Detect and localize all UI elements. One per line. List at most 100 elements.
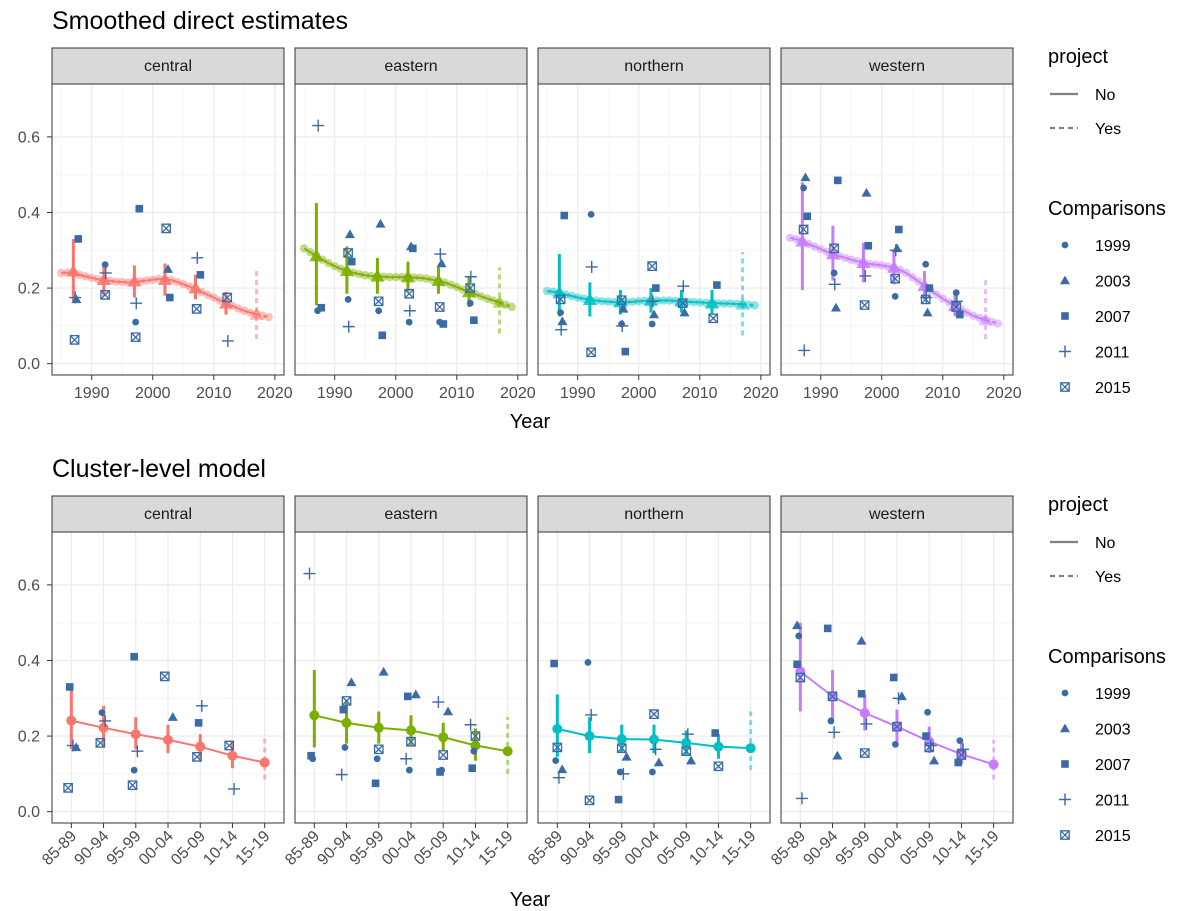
- smoothed-point: [751, 301, 759, 309]
- comparison-point-2007: [348, 258, 356, 266]
- x-tick-label: 2010: [682, 385, 718, 402]
- x-tick-label: 00-04: [379, 828, 420, 869]
- legend-comparisons-label: 2007: [1095, 757, 1131, 774]
- x-axis-title: Year: [510, 411, 551, 433]
- comparison-point-1999: [585, 659, 592, 666]
- x-tick-label: 15-19: [719, 828, 760, 869]
- comparison-point-2007: [136, 205, 144, 213]
- comparison-point-1999: [649, 321, 656, 328]
- facet-strip-label: northern: [624, 58, 684, 75]
- x-tick-label: 2010: [196, 385, 232, 402]
- comparison-point-2007: [711, 729, 719, 737]
- comparison-point-2007: [858, 690, 866, 698]
- x-tick-label: 2000: [621, 385, 657, 402]
- x-tick-label: 00-04: [136, 828, 177, 869]
- estimate-point: [227, 751, 237, 761]
- estimate-point: [860, 708, 870, 718]
- comparison-point-1999: [922, 261, 929, 268]
- chart-title: Cluster-level model: [52, 455, 266, 483]
- facet-strip-label: northern: [624, 506, 684, 523]
- x-tick-label: 1990: [74, 385, 110, 402]
- comparison-point-2007: [824, 625, 832, 633]
- comparison-point-2007: [197, 271, 205, 279]
- estimate-point: [746, 743, 756, 753]
- x-tick-label: 2020: [257, 385, 293, 402]
- x-tick-label: 90-94: [314, 828, 355, 869]
- legend-comparisons-label: 2007: [1095, 309, 1131, 326]
- comparison-point-2007: [865, 242, 873, 250]
- x-tick-label: 15-19: [476, 828, 517, 869]
- x-tick-label: 2020: [743, 385, 779, 402]
- legend-shape-circle-icon: [1062, 242, 1069, 249]
- panel-background: [538, 84, 770, 375]
- y-tick-label: 0.0: [18, 804, 40, 821]
- comparison-point-1999: [588, 211, 595, 218]
- facet-strip-label: western: [868, 58, 925, 75]
- legend-comparisons-label: 2015: [1095, 828, 1131, 845]
- x-tick-label: 85-89: [768, 828, 809, 869]
- comparison-point-2007: [436, 768, 444, 776]
- legend-shape-triangle-icon: [1060, 724, 1070, 733]
- x-tick-label: 10-14: [929, 828, 970, 869]
- comparison-point-2007: [379, 332, 387, 340]
- comparison-point-1999: [795, 633, 802, 640]
- facet-panel-central: central 85-8990-9495-9900-0405-0910-1415-…: [39, 496, 284, 869]
- comparison-point-1999: [557, 309, 564, 316]
- estimate-point: [260, 758, 270, 768]
- estimate-point: [66, 716, 76, 726]
- comparison-point-1999: [470, 748, 477, 755]
- x-tick-label: 10-14: [686, 828, 727, 869]
- legend-shape-circle-icon: [1062, 690, 1069, 697]
- comparison-point-1999: [649, 769, 656, 776]
- x-tick-label: 2000: [378, 385, 414, 402]
- estimate-point: [309, 710, 319, 720]
- comparison-point-2007: [834, 177, 842, 185]
- y-tick-label: 0.0: [18, 356, 40, 373]
- y-tick-label: 0.2: [18, 729, 40, 746]
- facet-panel-northern: northern 85-8990-9495-9900-0405-0910-1415…: [525, 496, 770, 869]
- legend-shape-boxed-x-icon: [1061, 383, 1069, 391]
- legend-project-title: project: [1048, 46, 1108, 68]
- y-tick-label: 0.6: [18, 577, 40, 594]
- estimate-point: [131, 729, 141, 739]
- facet-panel-western: western1990 2000 2010 2020: [781, 48, 1022, 402]
- legend-comparisons-label: 2011: [1095, 793, 1130, 810]
- comparison-point-2007: [409, 245, 417, 253]
- x-tick-label: 05-09: [411, 828, 452, 869]
- legend-project-label: No: [1095, 87, 1116, 104]
- comparison-point-2007: [956, 311, 964, 319]
- chart-title: Smoothed direct estimates: [52, 7, 348, 35]
- estimate-point: [989, 759, 999, 769]
- x-tick-label: 2010: [925, 385, 961, 402]
- comparison-point-2007: [404, 693, 412, 701]
- y-tick-label: 0.4: [18, 653, 40, 670]
- legend-1: projectNoYesComparisons19992003200720112…: [1048, 46, 1166, 397]
- comparison-point-2007: [440, 320, 448, 328]
- x-tick-label: 95-99: [590, 828, 631, 869]
- comparison-point-1999: [828, 718, 835, 725]
- facet-panel-central: central1990 2000 2010 2020: [52, 48, 293, 402]
- legend-project-label: Yes: [1095, 121, 1121, 138]
- legend-comparisons-label: 2003: [1095, 722, 1131, 739]
- facet-strip-label: central: [144, 506, 192, 523]
- estimate-point: [342, 718, 352, 728]
- comparison-point-2007: [195, 719, 203, 727]
- x-tick-label: 15-19: [233, 828, 274, 869]
- estimate-point: [617, 734, 627, 744]
- comparison-point-2007: [66, 683, 74, 691]
- estimate-point: [438, 732, 448, 742]
- legend-project-title: project: [1048, 494, 1108, 516]
- comparison-point-2007: [895, 226, 903, 234]
- comparison-point-1999: [132, 319, 139, 326]
- comparison-point-1999: [467, 300, 474, 307]
- legend-comparisons-label: 2011: [1095, 345, 1130, 362]
- smoothed-point: [265, 313, 273, 321]
- smoothed-point: [994, 319, 1002, 327]
- estimate-point: [406, 725, 416, 735]
- comparison-point-1999: [552, 757, 559, 764]
- estimate-point: [503, 746, 513, 756]
- y-tick-label: 0.6: [18, 129, 40, 146]
- x-tick-label: 85-89: [282, 828, 323, 869]
- comparison-point-2007: [468, 764, 476, 772]
- comparison-point-1999: [406, 767, 413, 774]
